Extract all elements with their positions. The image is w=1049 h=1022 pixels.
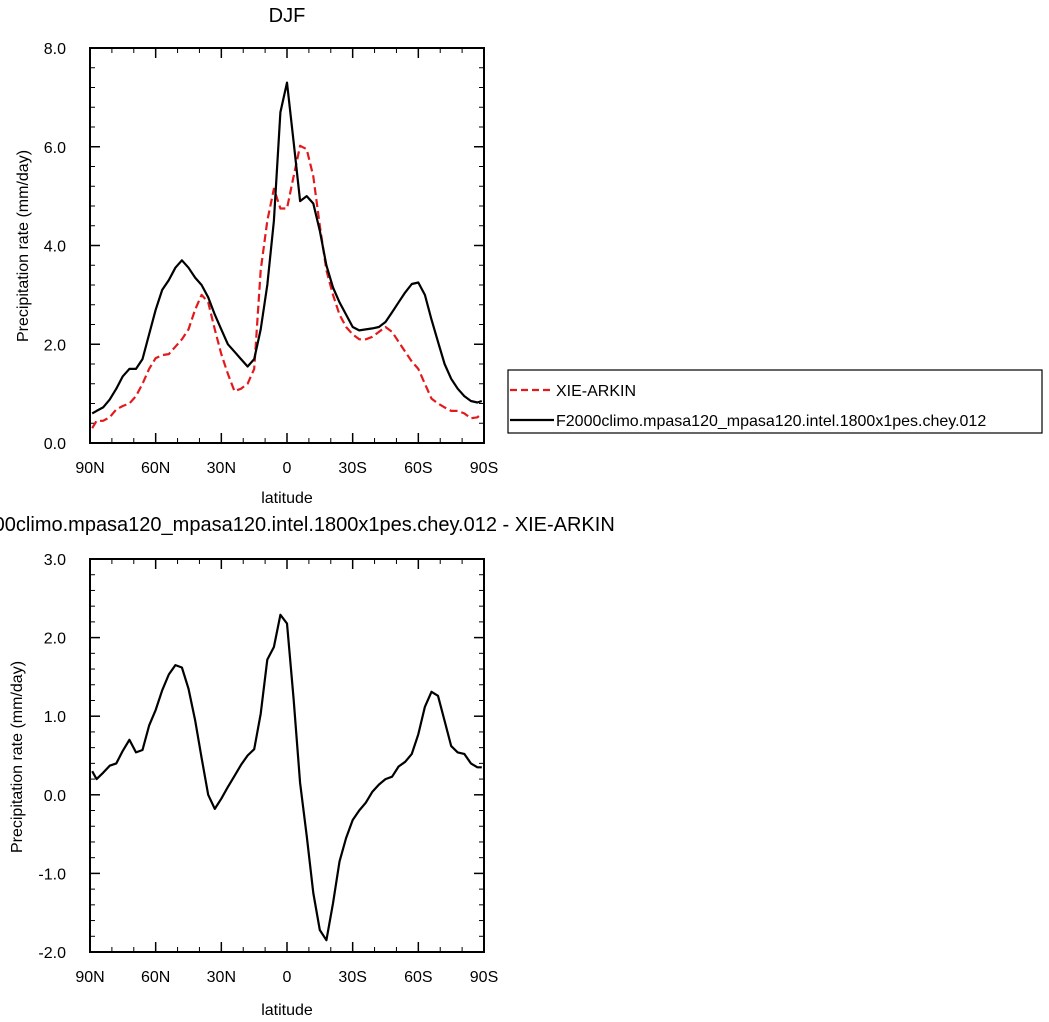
bottom-chart-series [91,613,482,942]
top-chart-panel: DJF Precipitation rate (mm/day) latitude… [15,5,498,507]
top-x-tick-label: 30N [207,460,236,477]
top-chart-xlabel: latitude [261,490,313,507]
bottom-y-tick-label: -2.0 [38,945,66,962]
top-x-tick-label: 90S [470,460,498,477]
legend-label-xie-arkin: XIE-ARKIN [556,383,636,400]
top-y-tick-label: 2.0 [44,337,66,354]
legend-label-model: F2000climo.mpasa120_mpasa120.intel.1800x… [556,413,986,430]
top-chart-frame [89,47,485,444]
top-y-tick-label: 6.0 [44,140,66,157]
bottom-x-tick-label: 0 [283,969,292,986]
bottom-x-tick-label: 90N [75,969,104,986]
bottom-chart-ylabel: Precipitation rate (mm/day) [9,661,26,853]
top-x-tick-label: 0 [283,460,292,477]
bottom-chart-panel: F2000climo.mpasa120_mpasa120.intel.1800x… [0,514,615,1019]
bottom-y-tick-label: 0.0 [44,788,66,805]
legend-box [507,369,1043,434]
bottom-chart-frame [89,558,485,953]
bottom-x-tick-label: 60N [141,969,170,986]
bottom-x-tick-label: 60S [404,969,432,986]
top-chart-ylabel: Precipitation rate (mm/day) [15,150,32,342]
bottom-y-tick-label: 1.0 [44,709,66,726]
top-chart-ticks: 90N 60N 30N 0 30S 60S 90S 0.0 2.0 4.0 6.0 8.0 [44,41,498,477]
top-chart-title: DJF [269,5,306,27]
top-x-tick-label: 60S [404,460,432,477]
top-x-tick-label: 90N [75,460,104,477]
bottom-chart-xlabel: latitude [261,1002,313,1019]
top-y-tick-label: 0.0 [44,436,66,453]
bottom-x-tick-label: 30S [338,969,366,986]
top-chart-series [91,81,483,429]
top-y-tick-label: 4.0 [44,239,66,256]
bottom-chart-title: F2000climo.mpasa120_mpasa120.intel.1800x… [0,514,615,536]
bottom-x-tick-label: 90S [470,969,498,986]
top-x-tick-label: 60N [141,460,170,477]
bottom-y-tick-label: -1.0 [38,866,66,883]
bottom-chart-ticks: 90N 60N 30N 0 30S 60S 90S -2.0 -1.0 0.0 1.0 2.0 3.0 [38,552,498,986]
bottom-y-tick-label: 3.0 [44,552,66,569]
top-series-line-1 [91,81,483,415]
top-y-tick-label: 8.0 [44,41,66,58]
legend: XIE-ARKIN F2000climo.mpasa120_mpasa120.i… [507,369,1043,434]
bottom-y-tick-label: 2.0 [44,631,66,648]
bottom-x-tick-label: 30N [207,969,236,986]
bottom-series-line-0 [91,613,482,942]
top-x-tick-label: 30S [338,460,366,477]
top-series-line-0 [91,144,483,429]
